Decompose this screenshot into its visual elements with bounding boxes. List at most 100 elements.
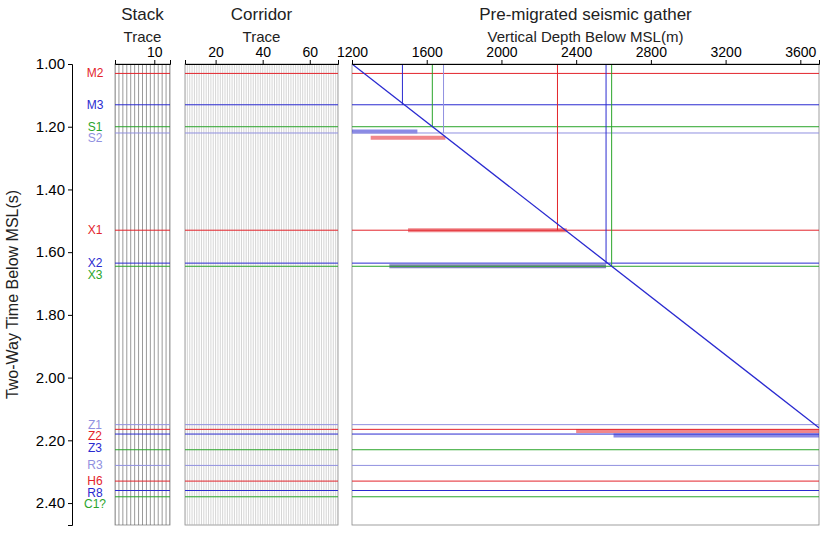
y-axis: 1.001.201.401.601.802.002.202.40 [36,55,73,525]
y-tick-mark [68,189,72,190]
y-axis-title: Two-Way Time Below MSL(s) [4,190,21,399]
y-tick: 1.40 [36,181,72,198]
x-tick-mark [352,60,353,64]
x-axis-title: Trace [243,28,281,45]
panel [115,64,170,525]
horizon-line [352,490,819,491]
x-tick-label: 60 [302,44,318,60]
figure: 1.001.201.401.601.802.002.202.40Two-Way … [0,0,830,533]
horizon-line [185,132,338,133]
panel-title: Pre-migrated seismic gather [479,5,692,24]
horizon-line [352,266,819,267]
x-tick-label: 2400 [561,44,592,60]
y-tick: 1.80 [36,306,72,323]
horizon-label: X1 [88,223,103,237]
horizon-line [115,465,170,466]
x-tick-label: 20 [208,44,224,60]
x-tick-label: 2000 [486,44,517,60]
y-tick-label: 2.20 [36,432,65,449]
horizon-line [115,126,170,127]
horizon-line [352,496,819,497]
horizon-depth-line [432,64,433,127]
x-axis-line [116,60,171,65]
horizon-label: M2 [87,66,104,80]
horizon-line [352,73,819,74]
y-tick-mark [68,503,72,504]
x-tick: 40 [255,44,271,64]
y-tick-label: 1.60 [36,243,65,260]
x-tick: 60 [302,44,318,64]
horizon-depth-line [611,64,612,266]
x-tick-label: 3600 [785,44,816,60]
y-tick: 2.20 [36,432,72,449]
panel-marks [185,64,338,525]
horizon-depth-line [402,64,403,105]
horizon-line [185,429,338,430]
horizon-line [115,429,170,430]
horizon-line [185,263,338,264]
panel-marks [352,64,819,497]
reflection-event [371,136,446,140]
panel-marks [115,64,170,525]
horizon-line [115,132,170,133]
horizon-line [352,263,819,264]
horizon-line [185,230,338,231]
x-tick-label: 1200 [337,44,368,60]
horizon-depth-line [606,64,607,263]
horizon-line [185,73,338,74]
horizon-line [185,266,338,267]
x-axis: 10 [116,44,171,65]
horizon-line [115,449,170,450]
horizon-line [185,126,338,127]
x-axis-line [186,60,339,65]
horizon-line [115,266,170,267]
y-tick-label: 2.40 [36,494,65,511]
x-tick-mark [726,60,727,64]
x-tick-mark [800,60,801,64]
horizon-line [115,434,170,435]
y-tick: 2.40 [36,494,72,511]
horizon-line [352,132,819,133]
horizon-label: C1? [84,497,106,511]
horizon-line [115,263,170,264]
x-tick-mark [651,60,652,64]
horizon-label: M3 [87,98,104,112]
horizon-line [352,126,819,127]
y-tick-mark [68,440,72,441]
horizon-line [115,73,170,74]
panel-frame [185,64,338,525]
horizon-line [352,230,819,231]
x-axis-title: Vertical Depth Below MSL(m) [488,28,684,45]
trace-baselines [115,64,170,525]
horizon-line [185,496,338,497]
panel [352,64,819,525]
horizon-line [352,104,819,105]
horizon-line [352,424,819,425]
x-tick-mark [216,60,217,64]
horizon-line [115,481,170,482]
horizon-line [115,104,170,105]
x-tick: 1600 [412,44,443,64]
y-tick-mark [68,127,72,128]
horizon-line [352,465,819,466]
horizon-line [185,481,338,482]
x-tick: 2400 [561,44,592,64]
x-tick: 3200 [711,44,742,64]
horizon-label: Z3 [88,441,102,455]
x-axis-line [353,60,820,65]
trace-baselines [185,64,338,525]
x-tick-label: 40 [255,44,271,60]
y-tick-mark [68,252,72,253]
y-tick-mark [68,64,72,65]
x-tick-mark [576,60,577,64]
y-axis-line [68,65,73,526]
x-tick-label: 2800 [636,44,667,60]
panel-title: Corridor [231,5,293,24]
x-tick-label: 1600 [412,44,443,60]
horizon-line [115,490,170,491]
horizon-depth-line [443,64,444,133]
x-axis: 1200 1600 2000 2400 2800 3200 3600 [337,44,820,65]
y-tick-label: 1.00 [36,55,65,72]
horizon-line [352,429,819,430]
horizon-line [115,424,170,425]
